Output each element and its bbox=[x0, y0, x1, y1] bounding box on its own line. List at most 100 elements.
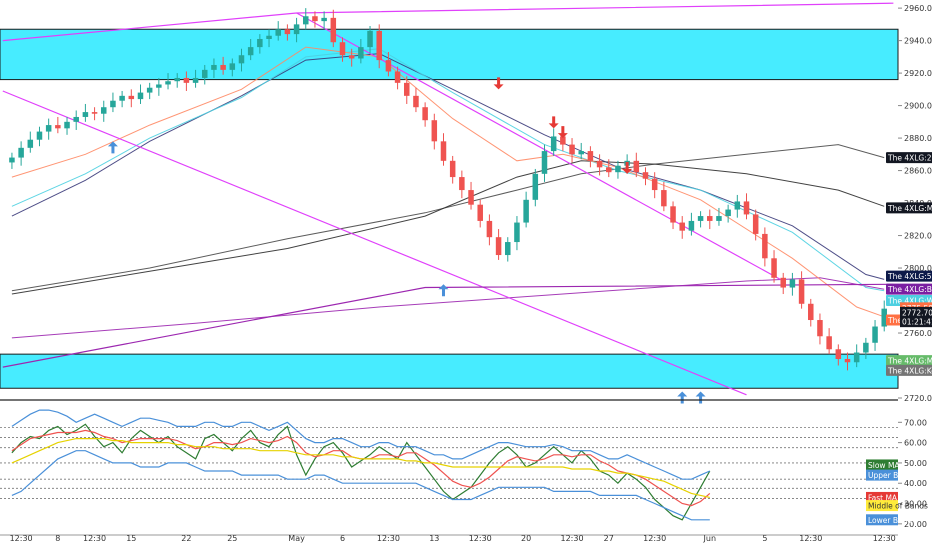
osc-tick-label-4: 60.00 bbox=[904, 439, 927, 448]
candle-body-63 bbox=[587, 151, 594, 161]
x-tick-label-18: 12:30 bbox=[873, 534, 896, 543]
candle-body-2 bbox=[27, 139, 34, 148]
series-tag-label-3: The 4XLG:Blueberry bbox=[887, 285, 932, 294]
candle-body-68 bbox=[633, 160, 640, 173]
price-tick-label-4: 2800.00 bbox=[904, 264, 932, 273]
candle-body-7 bbox=[73, 116, 79, 122]
series-tag-label-7: The 4XLG:Ketchup bbox=[887, 366, 932, 375]
x-tick-label-15: Jun bbox=[703, 534, 717, 543]
candle-body-15 bbox=[146, 87, 153, 93]
candle-body-77 bbox=[716, 216, 722, 221]
candle-body-32 bbox=[303, 16, 309, 25]
candle-body-54 bbox=[505, 242, 511, 256]
candle-body-56 bbox=[523, 199, 529, 223]
candle-body-35 bbox=[330, 17, 337, 43]
osc-tag-bg-4 bbox=[866, 514, 898, 526]
candle-body-71 bbox=[661, 190, 667, 207]
candle-body-9 bbox=[91, 112, 98, 114]
candle-body-19 bbox=[183, 77, 190, 83]
series-line-5 bbox=[11, 46, 885, 318]
osc-tag-bg-3 bbox=[866, 500, 898, 512]
x-tick-label-11: 20 bbox=[521, 534, 531, 543]
candle-body-73 bbox=[679, 222, 685, 231]
candle-body-27 bbox=[257, 38, 263, 48]
candle-body-4 bbox=[45, 125, 52, 132]
candle-body-31 bbox=[293, 24, 300, 35]
osc-tag-1: Upper Band bbox=[866, 469, 913, 481]
zone-1 bbox=[0, 353, 899, 389]
osc-tick-label-1: 30.00 bbox=[904, 500, 927, 509]
osc-tick-label-3: 50.00 bbox=[904, 459, 927, 468]
candle-body-22 bbox=[211, 64, 217, 70]
candle-body-95 bbox=[881, 308, 887, 327]
candle-body-41 bbox=[385, 60, 392, 72]
candle-body-20 bbox=[192, 77, 199, 83]
arrow-down-4 bbox=[622, 161, 633, 174]
x-tick-label-16: 5 bbox=[762, 534, 767, 543]
candle-body-24 bbox=[229, 63, 236, 70]
candle-body-28 bbox=[266, 35, 272, 39]
candle-body-6 bbox=[64, 121, 70, 129]
candle-body-36 bbox=[339, 42, 346, 56]
series-tag-0: The 4XLG:200 SMA bbox=[886, 152, 932, 164]
candle-body-47 bbox=[440, 141, 447, 161]
candle-body-45 bbox=[422, 107, 428, 121]
candle-body-8 bbox=[82, 112, 89, 117]
x-tick-label-9: 13 bbox=[429, 534, 439, 543]
osc-tag-4: Lower Band bbox=[866, 514, 912, 526]
candle-body-64 bbox=[596, 160, 603, 168]
x-tick-label-12: 12:30 bbox=[561, 534, 584, 543]
candle-body-30 bbox=[284, 29, 291, 35]
arrow-up-5 bbox=[107, 141, 118, 154]
candle-body-86 bbox=[798, 279, 805, 304]
candle-body-10 bbox=[101, 107, 107, 114]
candle-body-11 bbox=[110, 100, 116, 108]
osc-tag-3: Middle of Bands bbox=[866, 500, 928, 512]
candle-body-69 bbox=[642, 172, 649, 179]
candle-body-90 bbox=[835, 349, 842, 360]
series-tag-bg-6 bbox=[886, 355, 932, 367]
x-tick-label-2: 12:30 bbox=[83, 534, 106, 543]
arrow-down-1 bbox=[493, 77, 504, 90]
candle-body-34 bbox=[321, 17, 327, 22]
x-tick-label-13: 27 bbox=[604, 534, 614, 543]
candle-body-61 bbox=[569, 144, 575, 155]
osc-line-2 bbox=[11, 429, 711, 507]
candle-body-82 bbox=[762, 233, 768, 259]
arrow-down-3 bbox=[557, 126, 568, 139]
candle-body-57 bbox=[532, 173, 539, 200]
candle-body-58 bbox=[541, 151, 548, 174]
candle-body-72 bbox=[670, 206, 676, 223]
series-tag-2: The 4XLG:50 SMA bbox=[886, 270, 932, 282]
osc-line-0 bbox=[11, 423, 711, 521]
candle-body-74 bbox=[688, 220, 695, 231]
candle-body-88 bbox=[817, 320, 823, 337]
x-tick-label-3: 15 bbox=[126, 534, 136, 543]
series-tag-bg-3 bbox=[886, 283, 932, 295]
candle-body-60 bbox=[560, 136, 566, 145]
osc-line-4 bbox=[11, 450, 710, 521]
candle-body-23 bbox=[220, 64, 226, 70]
price-tick-label-11: 2940.00 bbox=[904, 37, 932, 46]
candle-body-62 bbox=[578, 151, 584, 155]
osc-tag-label-4: Lower Band bbox=[868, 516, 912, 525]
candle-body-87 bbox=[808, 303, 814, 321]
x-tick-label-7: 6 bbox=[340, 534, 345, 543]
candle-body-40 bbox=[376, 30, 382, 61]
x-tick-label-0: 12:30 bbox=[10, 534, 33, 543]
candle-body-75 bbox=[697, 216, 704, 221]
candle-body-1 bbox=[18, 147, 24, 158]
candle-body-70 bbox=[651, 178, 658, 191]
series-tag-label-4: The 4XLG:Water bbox=[887, 297, 932, 306]
series-line-3 bbox=[11, 277, 885, 339]
osc-tag-bg-1 bbox=[866, 469, 898, 481]
candle-body-16 bbox=[156, 84, 162, 88]
candle-body-92 bbox=[853, 352, 860, 363]
series-tag-label-2: The 4XLG:50 SMA bbox=[887, 272, 932, 281]
series-tag-label-6: The 4XLG:Mustard bbox=[887, 357, 932, 366]
osc-tag-2: Fast MA bbox=[866, 491, 898, 503]
candle-body-50 bbox=[468, 190, 474, 205]
x-tick-label-14: 12:30 bbox=[643, 534, 666, 543]
series-tag-label-0: The 4XLG:200 SMA bbox=[887, 154, 932, 163]
